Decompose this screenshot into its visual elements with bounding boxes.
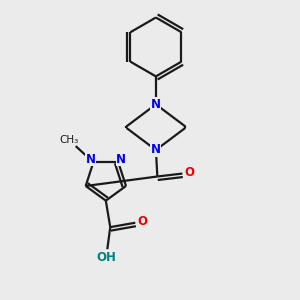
Text: N: N: [151, 143, 161, 157]
Text: N: N: [151, 98, 161, 111]
Text: N: N: [85, 153, 95, 166]
Text: N: N: [116, 153, 126, 166]
Text: O: O: [138, 215, 148, 228]
Text: OH: OH: [96, 251, 116, 264]
Text: CH₃: CH₃: [60, 135, 79, 145]
Text: O: O: [185, 166, 195, 178]
